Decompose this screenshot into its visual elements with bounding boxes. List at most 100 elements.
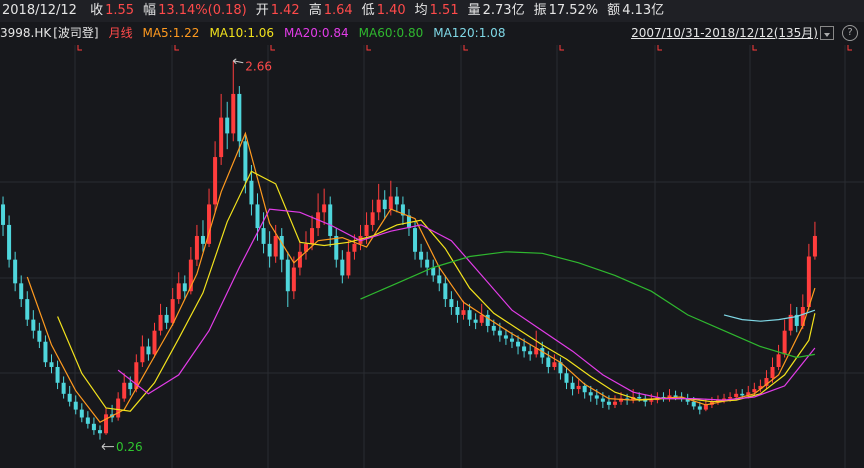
candle-body — [467, 310, 472, 320]
candle-body — [734, 393, 739, 397]
candle-body — [503, 335, 508, 339]
moving-average-line — [360, 251, 816, 359]
candle-body — [637, 396, 642, 399]
candle-body — [540, 348, 545, 358]
quote-label: 幅 — [143, 3, 157, 18]
candle-body — [194, 235, 199, 260]
min-label: 0.26 — [116, 440, 143, 454]
candle-body — [522, 346, 527, 352]
quote-value: 1.42 — [270, 3, 300, 18]
candle-body — [358, 235, 363, 244]
candle-body — [267, 243, 272, 257]
year-marker — [752, 45, 757, 51]
candle-body — [213, 157, 218, 205]
candle-body — [328, 204, 333, 236]
candle-body — [419, 251, 424, 260]
period: 月线 — [108, 26, 133, 40]
candle-body — [255, 204, 260, 229]
candle-body — [97, 430, 102, 434]
candle-body — [746, 392, 751, 396]
candle-body — [43, 341, 48, 363]
candle-body — [740, 393, 745, 396]
candle-body — [55, 366, 60, 383]
candle-body — [207, 204, 212, 244]
quote-label: 开 — [255, 3, 269, 18]
candle-body — [49, 362, 54, 367]
candle-body — [146, 346, 151, 355]
help-button[interactable]: ? — [842, 25, 858, 41]
candle-body — [758, 385, 763, 390]
candle-body — [303, 243, 308, 252]
candle-body — [497, 330, 502, 336]
candle-body — [158, 314, 163, 331]
legend-entry: MA20:0.84 — [284, 26, 349, 40]
candle-body — [546, 357, 551, 367]
candle-body — [612, 401, 617, 405]
candle-body — [509, 338, 514, 342]
candle-body — [7, 224, 12, 260]
candle-body — [473, 319, 478, 323]
candle-body — [788, 314, 793, 331]
candle-body — [249, 180, 254, 205]
candle-body — [413, 228, 418, 252]
candle-body — [31, 319, 36, 331]
candle-body — [576, 385, 581, 390]
candles — [1, 60, 817, 440]
candle-body — [285, 259, 290, 292]
year-marker — [270, 45, 275, 51]
candle-body — [219, 117, 224, 158]
candle-body — [104, 414, 109, 434]
candle-body — [455, 307, 460, 315]
candle-body — [570, 382, 575, 390]
candle-body — [812, 235, 817, 257]
dropdown-button[interactable] — [820, 26, 834, 40]
candle-body — [728, 396, 733, 399]
quote-label: 低 — [361, 3, 375, 18]
candle-body — [528, 351, 533, 355]
candle-body — [243, 141, 248, 181]
candle-body — [237, 93, 242, 142]
candle-body — [425, 259, 430, 268]
candle-body — [79, 409, 84, 418]
candle-body — [582, 385, 587, 393]
candle-body — [770, 366, 775, 379]
year-marker — [77, 45, 82, 51]
moving-average-line — [26, 131, 816, 423]
candle-body — [1, 204, 6, 225]
quote-value: 1.40 — [376, 3, 406, 18]
quote-label: 高 — [308, 3, 322, 18]
year-marker — [366, 45, 371, 51]
legend-entry: MA5:1.22 — [142, 26, 200, 40]
candle-body — [188, 259, 193, 292]
stock-code: 3998.HK — [0, 26, 52, 40]
candle-body — [516, 341, 521, 347]
candle-body — [279, 235, 284, 260]
quote-bar: 2018/12/12 收 1.55 幅 13.14%(0.18) 开 1.42 高 1.64 低… — [0, 0, 864, 22]
candle-body — [600, 398, 605, 402]
candle-body — [170, 299, 175, 323]
candle-body — [73, 401, 78, 410]
quote-label: 量 — [467, 3, 481, 18]
candle-body — [776, 354, 781, 367]
candle-body — [364, 224, 369, 236]
candle-body — [491, 325, 496, 331]
candle-body — [619, 398, 624, 402]
candle-body — [443, 283, 448, 300]
date-range[interactable]: 2007/10/31-2018/12/12(135月) — [631, 26, 818, 40]
candle-body — [673, 395, 678, 397]
moving-average-line — [117, 208, 816, 401]
candle-body — [782, 330, 787, 355]
candle-body — [261, 228, 266, 244]
candle-body — [310, 228, 315, 244]
candle-body — [564, 373, 569, 383]
candle-body — [394, 196, 399, 205]
quote-value: 1.64 — [323, 3, 353, 18]
moving-average-line — [723, 309, 816, 322]
candle-body — [806, 256, 811, 308]
candle-body — [685, 398, 690, 402]
candle-body — [352, 243, 357, 252]
candle-body — [703, 404, 708, 410]
quote-value: 13.14%(0.18) — [158, 3, 247, 18]
candle-body — [176, 283, 181, 300]
